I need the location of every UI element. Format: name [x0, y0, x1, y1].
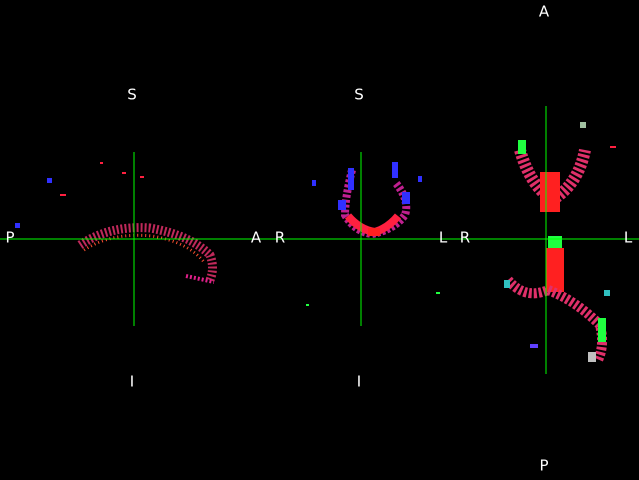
crosshairs	[0, 106, 639, 374]
sagittal-fiber-bundle	[15, 162, 217, 284]
sagittal-label-left: P	[5, 228, 15, 247]
coronal-label-right: L	[438, 228, 448, 247]
axial-fiber-bundle	[504, 122, 616, 363]
coronal-label-top: S	[354, 85, 364, 104]
axial-label-bottom: P	[539, 456, 549, 475]
coronal-fiber-bundle	[306, 162, 440, 306]
sagittal-label-bottom: I	[129, 372, 135, 391]
sagittal-label-top: S	[127, 85, 137, 104]
axial-label-right: L	[623, 228, 633, 247]
axial-label-top: A	[538, 2, 550, 21]
coronal-label-left: R	[274, 228, 286, 247]
axial-label-left: R	[459, 228, 471, 247]
coronal-label-bottom: I	[356, 372, 362, 391]
sagittal-label-right: A	[250, 228, 262, 247]
